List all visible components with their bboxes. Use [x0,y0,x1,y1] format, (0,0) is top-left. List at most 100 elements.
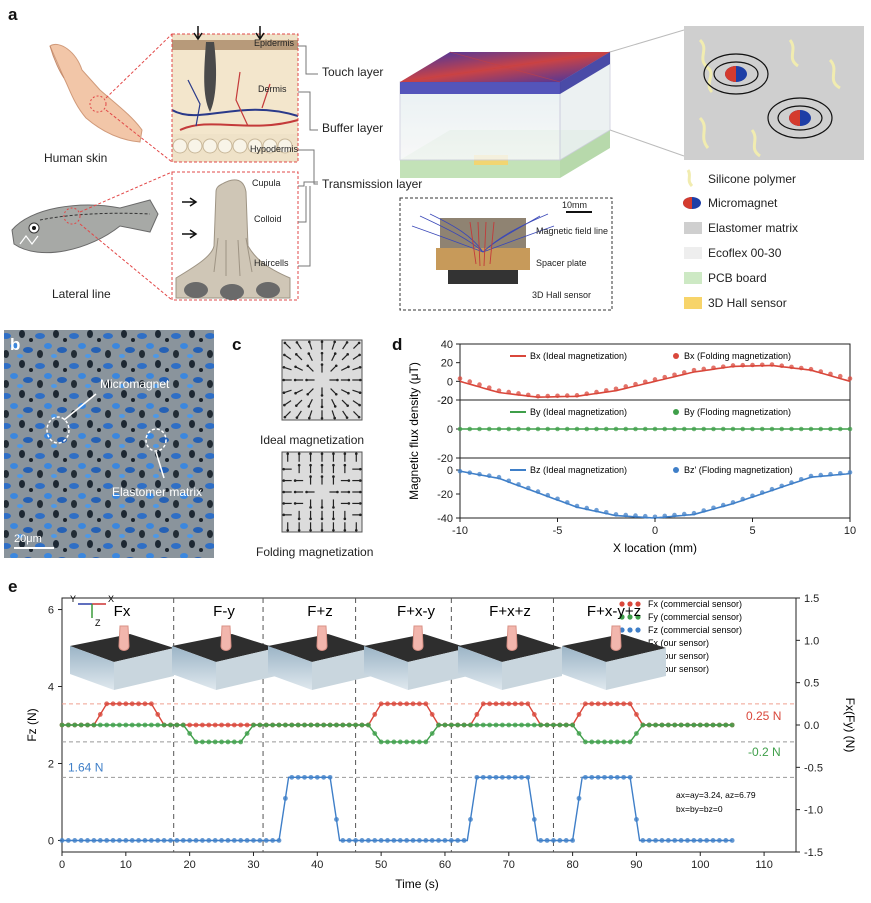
series-point [486,385,492,390]
magnetization-arrow [283,389,292,394]
series-point [282,795,288,801]
magnetization-arrowhead [320,506,324,509]
series-point [691,838,697,843]
series-point [525,701,531,707]
legend-dot [635,614,641,620]
series-point [493,774,499,780]
series-point [200,722,205,728]
series-point [551,838,556,843]
series-point [487,722,493,728]
series-point [665,722,671,728]
series-point [627,739,633,745]
series-point [704,722,710,728]
series-point [85,722,90,728]
x-tick-label: 5 [749,525,755,537]
panel-a-legend [683,169,702,309]
y2-tick-label: 1.0 [804,635,819,647]
y-tick-label: 4 [48,682,54,694]
panel-label-b: b [10,335,20,354]
magnetization-arrow [352,354,360,360]
magnetization-arrowhead [283,415,287,419]
series-point [828,471,833,477]
series-point [837,471,843,476]
series-point [759,490,765,495]
series-point [662,426,668,432]
magnetization-arrowhead [358,391,362,394]
series-point [486,426,492,432]
series-point [365,838,371,843]
series-point [200,838,205,843]
series-point [340,722,346,728]
series-point [759,426,765,432]
series-point [238,722,244,728]
magnetization-arrowhead [347,479,351,482]
transmission-layer-label: Transmission layer [322,177,422,191]
series-point [506,701,512,707]
y-tick-label: 2 [48,758,54,770]
inset-title: F+x-y+z [587,603,641,620]
series-point [750,426,755,432]
cube-right [312,648,372,690]
magnetization-arrowhead [358,403,361,407]
magnetization-arrowhead [286,452,290,456]
series-point [613,512,619,517]
magnetization-arrow [307,365,314,372]
skin-cross-section [105,26,299,163]
y2-tick-label: -0.5 [804,762,823,774]
magnetization-arrowhead [282,391,286,394]
series-point [391,838,397,843]
series-point [353,838,358,843]
sensor-cube-inset [364,625,468,690]
layer-connectors [298,45,318,267]
series-point [448,722,454,728]
series-point [512,774,518,780]
series-point [506,426,512,432]
series-point [525,485,531,491]
series-point [97,712,103,717]
series-point [512,722,518,728]
series-point [263,722,269,728]
series-point [104,701,110,707]
series-point [818,369,824,374]
series-point [282,722,288,728]
series-point [410,701,416,707]
series-point [477,471,482,477]
series-point [65,722,71,728]
series-point [85,838,90,843]
series-point [837,373,843,379]
series-point [457,376,463,381]
series-point [142,838,148,843]
magnetization-arrow [352,366,361,371]
series-point [720,502,726,508]
series-point [496,388,502,393]
series-point [595,739,601,745]
finger-tip [412,625,424,651]
magnetization-arrowhead [333,405,337,408]
colloid-label: Colloid [254,214,282,224]
axis-z-label: Z [95,618,101,628]
inset-title: Fx [114,603,131,620]
legend-micromagnet: Micromagnet [708,196,778,210]
series-point [404,701,410,707]
magnetization-arrowhead [320,351,324,355]
x-tick-label: -10 [452,525,468,537]
legend-dot [619,601,625,607]
magnetization-arrow [295,353,303,361]
magnetization-arrowhead [308,416,311,420]
series-point [78,722,84,728]
series-point [633,426,638,432]
legend-dot [619,614,625,620]
series-point [563,838,569,843]
series-point [468,722,473,728]
series-point [574,426,580,432]
series-point [206,722,212,728]
scale-10mm: 10mm [562,200,587,210]
magnetization-arrowhead [334,392,338,396]
magnetization-arrowhead [358,467,362,471]
series-point [828,426,833,432]
magnetization-arrowhead [358,378,362,382]
series-point [129,701,135,707]
series-point [652,514,658,520]
legend-label: Fy (our sensor) [648,651,709,661]
series-point [334,722,339,728]
